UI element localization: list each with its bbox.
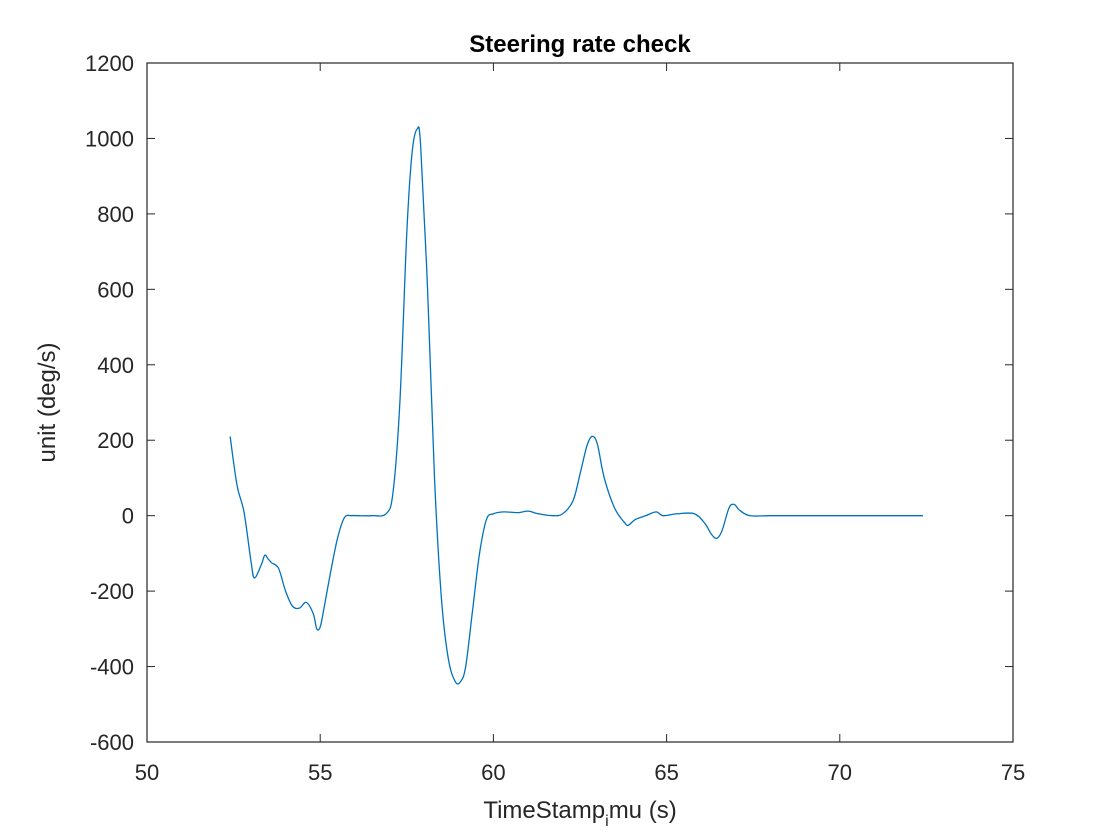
chart-title: Steering rate check bbox=[469, 31, 691, 58]
x-tick-label: 70 bbox=[828, 760, 852, 785]
x-tick-label: 60 bbox=[481, 760, 505, 785]
y-tick-label: 600 bbox=[97, 277, 134, 302]
y-tick-label: 200 bbox=[97, 428, 134, 453]
y-tick-label: 0 bbox=[122, 504, 134, 529]
x-tick-label: 55 bbox=[308, 760, 332, 785]
x-tick-label: 75 bbox=[1001, 760, 1025, 785]
y-tick-label: -400 bbox=[90, 655, 134, 680]
x-axis-label-subscript: i bbox=[605, 813, 609, 830]
x-axis: 50 55 60 65 70 75 bbox=[135, 63, 1025, 785]
series-line bbox=[229, 126, 923, 685]
axes-box bbox=[146, 62, 1014, 743]
y-tick-label: 1200 bbox=[85, 51, 134, 76]
x-axis-label-rest: mu (s) bbox=[609, 797, 677, 824]
x-axis-label-main: TimeStamp bbox=[483, 797, 605, 824]
y-tick-label: 800 bbox=[97, 202, 134, 227]
y-tick-label: 1000 bbox=[85, 126, 134, 151]
y-axis: -600 -400 -200 0 200 400 600 800 1000 1200 bbox=[85, 51, 1013, 755]
y-tick-label: 400 bbox=[97, 353, 134, 378]
y-tick-label: -600 bbox=[90, 730, 134, 755]
x-tick-label: 65 bbox=[654, 760, 678, 785]
y-axis-label: unit (deg/s) bbox=[34, 342, 61, 462]
plot-area bbox=[146, 62, 1014, 743]
x-tick-label: 50 bbox=[135, 760, 159, 785]
y-tick-label: -200 bbox=[90, 579, 134, 604]
x-axis-label: TimeStampimu (s) bbox=[483, 797, 676, 830]
